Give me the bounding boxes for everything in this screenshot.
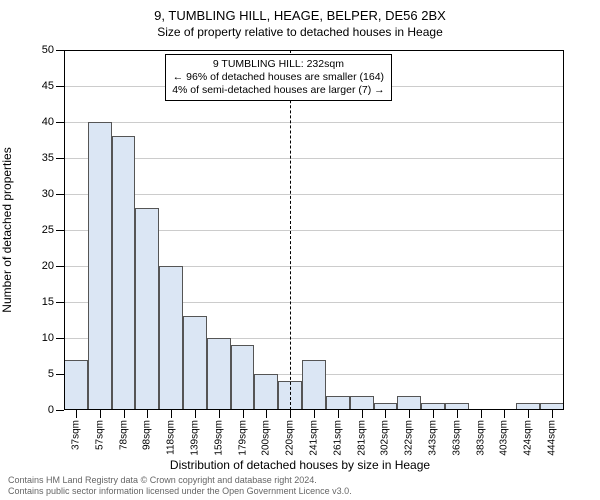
- x-tick-label: 302sqm: [380, 420, 391, 456]
- histogram-bar: [254, 374, 278, 410]
- x-tick-label: 118sqm: [166, 420, 177, 455]
- histogram-bar: [374, 403, 398, 410]
- histogram-bar: [159, 266, 183, 410]
- histogram-bar: [231, 345, 255, 410]
- x-tick-label: 139sqm: [189, 420, 200, 456]
- histogram-bar: [445, 403, 469, 410]
- x-tick-label: 78sqm: [118, 420, 129, 450]
- x-tick: [552, 410, 553, 418]
- x-tick: [100, 410, 101, 418]
- attribution-footer: Contains HM Land Registry data © Crown c…: [8, 475, 352, 497]
- y-tick: [56, 374, 64, 375]
- annotation-line-1: 9 TUMBLING HILL: 232sqm: [172, 58, 384, 71]
- x-tick-label: 343sqm: [428, 420, 439, 456]
- y-tick: [56, 410, 64, 411]
- chart-title-sub: Size of property relative to detached ho…: [0, 23, 600, 39]
- x-tick-label: 444sqm: [547, 420, 558, 456]
- x-tick: [243, 410, 244, 418]
- y-tick-label: 10: [42, 332, 54, 344]
- histogram-bar: [207, 338, 231, 410]
- histogram-bar: [183, 316, 207, 410]
- x-tick: [409, 410, 410, 418]
- x-tick: [76, 410, 77, 418]
- histogram-plot: 0510152025303540455037sqm57sqm78sqm98sqm…: [64, 50, 564, 410]
- x-tick: [433, 410, 434, 418]
- x-tick-label: 322sqm: [404, 420, 415, 456]
- footer-line-1: Contains HM Land Registry data © Crown c…: [8, 475, 352, 486]
- x-tick: [171, 410, 172, 418]
- x-tick: [457, 410, 458, 418]
- annotation-line-2: ← 96% of detached houses are smaller (16…: [172, 71, 384, 84]
- y-tick: [56, 122, 64, 123]
- y-tick-label: 15: [42, 296, 54, 308]
- x-tick: [481, 410, 482, 418]
- x-tick-label: 57sqm: [94, 420, 105, 450]
- reference-line: [290, 50, 291, 410]
- x-tick: [528, 410, 529, 418]
- y-axis-label: Number of detached properties: [0, 147, 14, 312]
- x-tick-label: 159sqm: [213, 420, 224, 456]
- annotation-box: 9 TUMBLING HILL: 232sqm← 96% of detached…: [165, 54, 391, 101]
- chart-title-main: 9, TUMBLING HILL, HEAGE, BELPER, DE56 2B…: [0, 0, 600, 23]
- y-tick: [56, 230, 64, 231]
- x-tick: [195, 410, 196, 418]
- y-tick-label: 0: [48, 404, 54, 416]
- gridline: [64, 194, 564, 195]
- x-tick: [385, 410, 386, 418]
- x-tick-label: 424sqm: [523, 420, 534, 456]
- gridline: [64, 158, 564, 159]
- y-tick-label: 35: [42, 152, 54, 164]
- x-tick-label: 383sqm: [475, 420, 486, 456]
- annotation-line-3: 4% of semi-detached houses are larger (7…: [172, 84, 384, 97]
- gridline: [64, 122, 564, 123]
- y-tick: [56, 86, 64, 87]
- x-tick-label: 200sqm: [261, 420, 272, 456]
- x-tick-label: 403sqm: [499, 420, 510, 456]
- histogram-bar: [421, 403, 445, 410]
- x-tick-label: 241sqm: [309, 420, 320, 456]
- y-tick-label: 40: [42, 116, 54, 128]
- histogram-bar: [350, 396, 374, 410]
- x-tick: [338, 410, 339, 418]
- histogram-bar: [64, 360, 88, 410]
- x-axis-label: Distribution of detached houses by size …: [0, 458, 600, 472]
- histogram-bar: [302, 360, 326, 410]
- y-tick: [56, 266, 64, 267]
- x-tick-label: 363sqm: [451, 420, 462, 456]
- histogram-bar: [397, 396, 421, 410]
- y-tick: [56, 302, 64, 303]
- x-tick: [219, 410, 220, 418]
- x-tick: [147, 410, 148, 418]
- y-tick: [56, 158, 64, 159]
- histogram-bar: [88, 122, 112, 410]
- histogram-bar: [516, 403, 540, 410]
- histogram-bar: [326, 396, 350, 410]
- y-tick: [56, 338, 64, 339]
- x-tick: [266, 410, 267, 418]
- x-tick: [124, 410, 125, 418]
- y-tick-label: 50: [42, 44, 54, 56]
- x-tick-label: 281sqm: [356, 420, 367, 456]
- x-tick-label: 179sqm: [237, 420, 248, 456]
- histogram-bar: [540, 403, 564, 410]
- x-tick-label: 37sqm: [70, 420, 81, 450]
- y-tick-label: 30: [42, 188, 54, 200]
- y-tick-label: 25: [42, 224, 54, 236]
- y-tick-label: 20: [42, 260, 54, 272]
- y-tick-label: 45: [42, 80, 54, 92]
- x-tick-label: 261sqm: [332, 420, 343, 456]
- x-tick: [504, 410, 505, 418]
- y-tick: [56, 50, 64, 51]
- histogram-bar: [135, 208, 159, 410]
- x-tick: [290, 410, 291, 418]
- histogram-bar: [112, 136, 136, 410]
- x-tick: [362, 410, 363, 418]
- y-tick: [56, 194, 64, 195]
- x-tick: [314, 410, 315, 418]
- footer-line-2: Contains public sector information licen…: [8, 486, 352, 497]
- x-tick-label: 98sqm: [142, 420, 153, 450]
- x-tick-label: 220sqm: [285, 420, 296, 456]
- y-tick-label: 5: [48, 368, 54, 380]
